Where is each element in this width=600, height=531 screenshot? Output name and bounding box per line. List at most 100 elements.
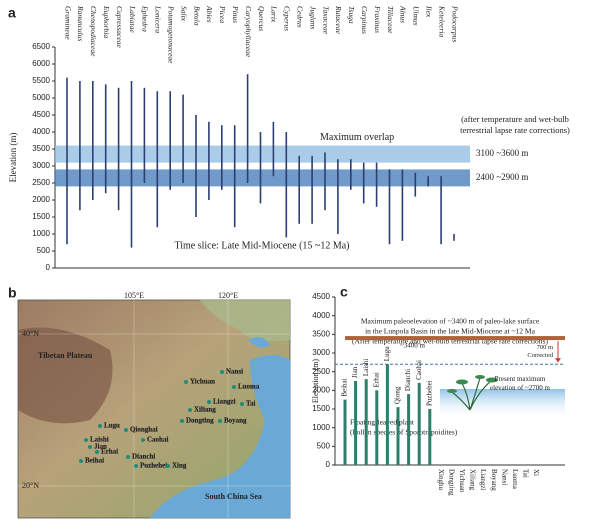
site-marker [126, 455, 130, 459]
bar-label: Caohai [415, 360, 423, 380]
site-marker [79, 459, 83, 463]
x-tick-label: Liangzi [479, 469, 487, 490]
panel-label: b [8, 285, 17, 301]
y-tick-label: 3000 [32, 161, 50, 170]
site-label: Tai [246, 400, 256, 408]
y-tick-label: 2500 [32, 178, 50, 187]
site-label: Nansi [226, 368, 243, 376]
region-label: South China Sea [205, 492, 262, 501]
site-marker [88, 445, 92, 449]
y-tick-label: 4000 [312, 311, 330, 320]
site-label: Qionghai [130, 426, 158, 434]
taxon-label: Gramineae [63, 6, 72, 40]
site-marker [134, 464, 138, 468]
site-label: Luoma [238, 383, 260, 391]
taxon-label: Taxaceae [321, 6, 330, 35]
site-label: Liangzi [213, 398, 236, 406]
reference-sublabel: elevation of ~2700 m [490, 384, 551, 392]
region-label: Tibetan Plateau [38, 351, 93, 360]
bar-label: Jian [351, 366, 359, 378]
y-tick-label: 1500 [32, 212, 50, 221]
bar [343, 399, 347, 465]
time-slice: Time slice: Late Mid-Miocene (15 ~12 Ma) [174, 240, 349, 251]
site-label: Caohai [147, 436, 168, 444]
x-tick-label: Xiliang [469, 469, 477, 490]
taxon-label: Quercus [257, 6, 266, 31]
y-tick-label: 4000 [32, 127, 50, 136]
site-label: Jian [94, 443, 107, 451]
band-label: 2400 ~2900 m [476, 172, 528, 182]
taxon-label: Labiatae [128, 5, 137, 33]
site-label: Beihai [85, 457, 104, 465]
bar-label: Qiong [394, 386, 402, 404]
site-label: Erhai [101, 448, 118, 456]
taxon-label: Fraxinus [373, 5, 382, 33]
site-label: Xiliang [194, 406, 216, 414]
taxon-label: Salix [179, 6, 188, 22]
taxon-label: Chenopodiaceae [89, 6, 98, 57]
site-marker [240, 402, 244, 406]
site-label: Lugu [104, 422, 120, 430]
site-marker [95, 450, 99, 454]
taxon-label: Ilex [424, 5, 433, 18]
y-tick-label: 0 [46, 263, 51, 272]
site-label: Puzhehei [140, 462, 167, 470]
map-art [17, 299, 291, 519]
reference-line [345, 336, 565, 341]
x-tick-label: Luoma [511, 469, 519, 490]
y-tick-label: 3500 [32, 144, 50, 153]
site-marker [84, 438, 88, 442]
site-marker [98, 424, 102, 428]
annotation-title: in the Lunpola Basin in the late Mid-Mio… [365, 327, 536, 336]
taxon-label: Betula [192, 6, 201, 26]
correction-note: terrestrial lapse rate corrections) [460, 125, 570, 135]
y-tick-label: 2500 [312, 367, 330, 376]
taxon-label: Carpinus [360, 6, 369, 34]
graticule-label: 120°E [218, 291, 238, 300]
plant-art [440, 375, 565, 419]
bar [354, 381, 358, 465]
taxon-label: Lonicera [154, 5, 163, 33]
x-tick-label: Xi [532, 469, 540, 476]
taxon-label: Euphorbia [102, 5, 111, 38]
overlap-band [55, 145, 470, 163]
taxon-label: Ulmus [412, 6, 421, 26]
bar-label: Puzhehei [425, 380, 433, 406]
taxon-label: Larix [270, 5, 279, 23]
y-tick-label: 0 [326, 460, 331, 469]
x-tick-label: Dongting [447, 469, 455, 496]
site-marker [124, 428, 128, 432]
band-label: 3100 ~3600 m [476, 148, 528, 158]
bar [364, 379, 368, 465]
annotation-title: (After temperature and wet-bulb terrestr… [352, 337, 548, 346]
correction-note: (after temperature and wet-bulb [461, 114, 569, 124]
y-tick-label: 5000 [32, 93, 50, 102]
taxon-label: Cedrus [295, 6, 304, 28]
y-tick-label: 1000 [32, 229, 50, 238]
correction-label: 700 m [537, 344, 553, 351]
bar [428, 409, 432, 465]
bar [385, 364, 389, 465]
taxon-label: Abies [205, 5, 214, 23]
bar-label: Laishi [362, 359, 370, 377]
graticule-label: 20°N [22, 481, 39, 490]
bar [396, 407, 400, 465]
taxon-label: Alnus [399, 5, 408, 23]
y-tick-label: 500 [37, 246, 51, 255]
taxon-label: Ephedra [141, 5, 150, 32]
site-label: Yichuan [190, 378, 215, 386]
panel-label: a [8, 5, 16, 21]
annotation-title: Maximum paleoelevation of ~3400 m of pal… [361, 317, 540, 326]
site-marker [188, 408, 192, 412]
site-marker [232, 385, 236, 389]
bar [375, 390, 379, 465]
bar-label: Erhai [372, 372, 380, 387]
plant-note: Floating-leaved plant [350, 418, 415, 427]
x-tick-label: Xinghu [437, 469, 445, 491]
site-label: Dongting [186, 417, 214, 425]
x-tick-label: Boyang [490, 469, 498, 491]
site-marker [180, 419, 184, 423]
site-label: Boyang [224, 417, 247, 425]
bar-label: Dianchi [404, 369, 412, 391]
